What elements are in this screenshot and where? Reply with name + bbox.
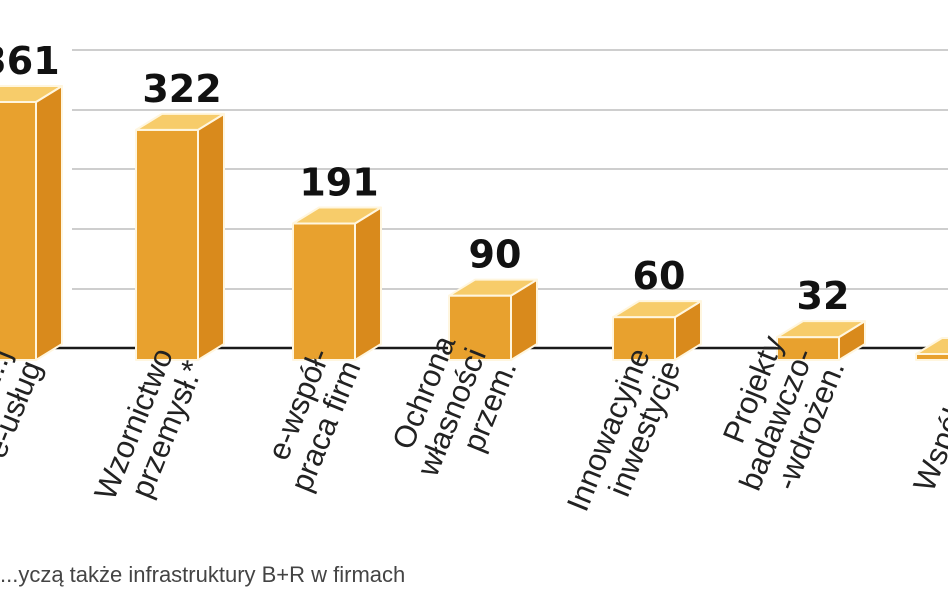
bar xyxy=(915,337,948,361)
bar-top xyxy=(915,337,948,355)
value-label: 90 xyxy=(469,233,522,277)
bar xyxy=(135,112,225,361)
bar-top xyxy=(448,278,538,297)
category-label-line: Współpr... xyxy=(906,356,948,497)
bar-top xyxy=(292,206,382,225)
bar-front xyxy=(0,101,37,361)
bar-side xyxy=(354,206,382,361)
category-labels: ...je-usług Wzornictwoprzemysł.* e-współ-p… xyxy=(0,330,948,528)
category-label: e-współ-praca firm xyxy=(253,343,368,496)
bar-top xyxy=(612,300,702,319)
bar xyxy=(612,300,702,361)
bar xyxy=(292,206,382,361)
category-label: Wzornictwoprzemysł.* xyxy=(87,343,210,517)
value-label: 361 xyxy=(0,39,60,83)
bar-chart: 361 322 191 90 60 32 ...je-usług Wzornictwoprz… xyxy=(0,39,948,528)
bar-side xyxy=(197,112,225,361)
bar-top xyxy=(0,85,63,103)
bar xyxy=(0,85,63,361)
bars xyxy=(0,85,948,361)
bar-side xyxy=(35,85,63,361)
bar-top xyxy=(135,112,225,131)
bar xyxy=(776,320,866,361)
category-label: ...je-usług xyxy=(0,343,48,463)
value-label: 322 xyxy=(142,67,221,111)
value-label: 32 xyxy=(797,274,850,318)
value-label: 191 xyxy=(299,160,378,204)
footnote: ...yczą także infrastruktury B+R w firma… xyxy=(0,562,406,587)
bar-top xyxy=(776,320,866,339)
category-label: Innowacyjneinwestycje xyxy=(560,343,688,528)
bar-front xyxy=(292,222,356,361)
bar xyxy=(448,278,538,361)
value-labels: 361 322 191 90 60 32 xyxy=(0,39,849,318)
value-label: 60 xyxy=(633,254,686,298)
category-label: Współpr... xyxy=(906,356,948,497)
bar-front xyxy=(915,353,948,361)
bar-front xyxy=(135,128,199,361)
